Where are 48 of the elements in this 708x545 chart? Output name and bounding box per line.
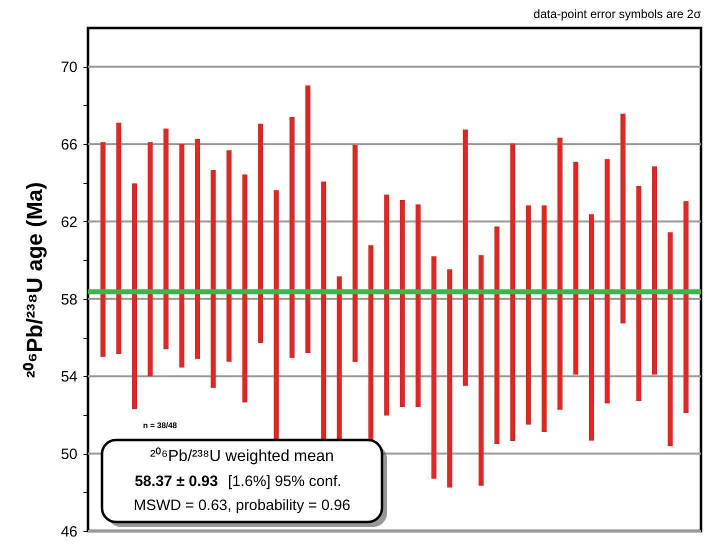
bar [305, 85, 310, 354]
bar [384, 194, 390, 416]
bar [148, 142, 153, 376]
annotation: 58.37 ± 0.93 [134, 473, 218, 490]
bar [588, 214, 594, 441]
y-tick-label: 70 [60, 59, 78, 76]
y-tick-label: 50 [60, 446, 78, 464]
bar [100, 142, 106, 357]
bar [416, 204, 421, 407]
y-tick-label: 54 [60, 368, 78, 386]
bar [352, 144, 358, 362]
bar [290, 116, 295, 358]
annotation: [1.6%] 95% conf. [228, 473, 342, 490]
bar [116, 122, 122, 354]
bar [478, 255, 484, 486]
bar [242, 174, 248, 402]
bar [179, 144, 184, 368]
bar [494, 226, 500, 444]
bar [652, 166, 658, 375]
bar [447, 269, 452, 488]
bar [210, 170, 216, 388]
bar [684, 201, 689, 413]
bar [400, 200, 405, 407]
bar [132, 183, 137, 410]
bar [636, 186, 642, 401]
annotation: n = 38/48 [142, 421, 178, 430]
bar [668, 232, 673, 446]
y-axis-title: ²⁰⁶Pb/²³⁸U age (Ma) [22, 182, 47, 378]
y-tick-label: 62 [60, 214, 78, 231]
annotation: MSWD = 0.63, probability = 0.96 [134, 497, 350, 514]
y-tick-label: 66 [60, 136, 78, 154]
text: data-point error symbols are 2σ [534, 7, 702, 21]
bar [431, 256, 436, 479]
bar [542, 205, 547, 432]
bar [258, 124, 264, 343]
bar [226, 150, 232, 362]
y-tick-label: 58 [60, 291, 78, 308]
bar [510, 143, 516, 442]
bar [462, 130, 468, 386]
bar [573, 162, 578, 375]
bar [557, 138, 562, 410]
annotation: ²⁰⁶Pb/²³⁸U weighted mean [150, 447, 334, 465]
bar [195, 139, 200, 359]
y-tick-label: 46 [60, 524, 78, 540]
bar [526, 205, 531, 425]
bar [604, 159, 610, 404]
bar [620, 114, 626, 324]
bar [164, 128, 169, 350]
